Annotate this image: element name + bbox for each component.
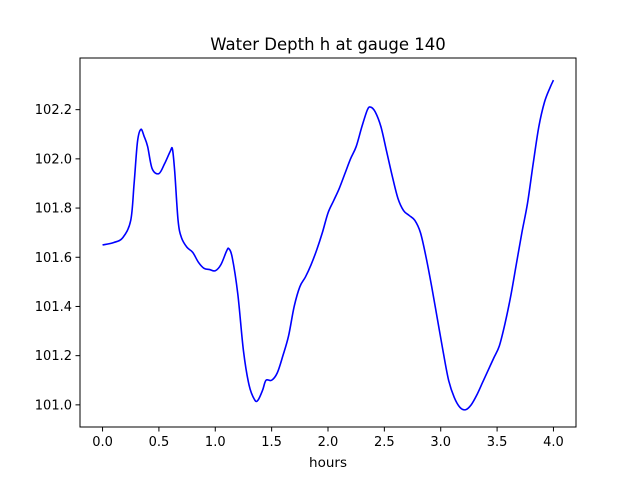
x-axis-label: hours [309, 455, 347, 471]
y-tick-label: 101.2 [35, 349, 72, 364]
y-tick-label: 101.8 [35, 202, 72, 217]
x-tick-label: 1.5 [261, 435, 282, 450]
axes-frame [79, 57, 577, 428]
chart-title: Water Depth h at gauge 140 [210, 35, 445, 54]
y-tick-label: 102.0 [35, 152, 72, 167]
plot-area [102, 79, 555, 411]
x-tick-label: 2.0 [318, 435, 339, 450]
y-tick-label: 101.4 [35, 300, 72, 315]
x-tick-label: 2.5 [374, 435, 395, 450]
y-tick-label: 101.0 [35, 398, 72, 413]
x-tick-label: 4.0 [543, 435, 564, 450]
series-line [102, 79, 555, 411]
x-axis-ticks: 0.0 0.5 1.0 1.5 2.0 2.5 3.0 3.5 4.0 [92, 427, 564, 450]
x-tick-label: 0.5 [149, 435, 170, 450]
y-tick-label: 102.2 [35, 103, 72, 118]
x-tick-label: 1.0 [205, 435, 226, 450]
x-tick-label: 3.0 [430, 435, 451, 450]
x-tick-label: 0.0 [92, 435, 113, 450]
y-tick-label: 101.6 [35, 251, 72, 266]
y-axis-ticks: 101.0 101.2 101.4 101.6 101.8 102.0 102.2 [35, 103, 80, 413]
x-tick-label: 3.5 [487, 435, 508, 450]
